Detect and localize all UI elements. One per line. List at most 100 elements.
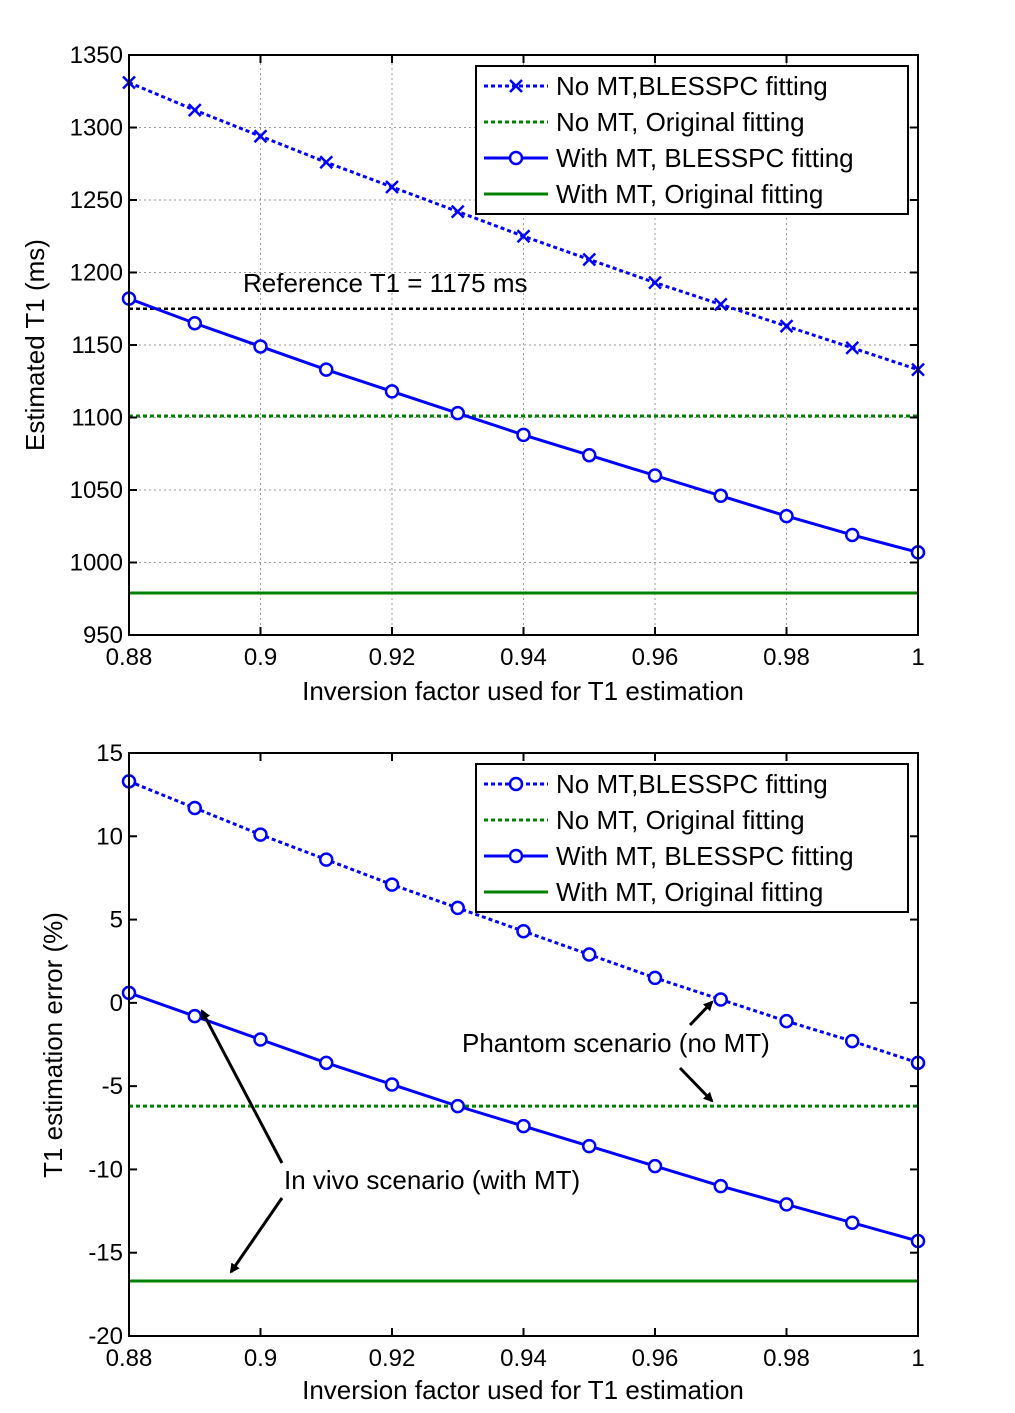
- chart-top: 0.88 0.9 0.92 0.94 0.96 0.98 1 950 1000 1050 1100…: [20, 42, 926, 706]
- data-point: [516, 1118, 531, 1134]
- data-point: [582, 947, 597, 962]
- x-tick-label: 0.88: [106, 644, 153, 671]
- tick-marks: [128, 54, 919, 636]
- series-layer: [121, 774, 926, 1283]
- data-point: [253, 339, 268, 354]
- data-point: [779, 319, 794, 334]
- legend-label: No MT,BLESSPC fitting: [556, 71, 828, 101]
- arrow-phantom-to-original: [678, 1066, 714, 1103]
- y-tick-label: 15: [96, 740, 123, 767]
- y-tick-label: -15: [88, 1240, 123, 1267]
- x-tick-label: 0.96: [632, 644, 679, 671]
- x-tick-labels: 0.88 0.9 0.92 0.94 0.96 0.98 1: [106, 644, 925, 671]
- x-tick-label: 0.94: [500, 1345, 547, 1372]
- data-point: [516, 427, 531, 443]
- x-tick-label: 0.98: [763, 644, 810, 671]
- data-point: [319, 1055, 334, 1071]
- data-point: [187, 1008, 202, 1024]
- data-point: [187, 316, 202, 331]
- y-tick-labels: -20 -15 -10 -5 0 5 10 15: [88, 740, 123, 1350]
- legend-marker: [508, 776, 524, 792]
- legend-label: No MT,BLESSPC fitting: [556, 769, 828, 799]
- arrow-invivo-to-blesspc: [200, 1009, 284, 1164]
- y-tick-label: 0: [110, 990, 123, 1017]
- annotation-in-vivo: In vivo scenario (with MT): [284, 1165, 580, 1195]
- legend-label: With MT, Original fitting: [556, 877, 823, 907]
- data-point: [516, 923, 531, 939]
- chart-bottom: 0.88 0.9 0.92 0.94 0.96 0.98 1 -20 -15 -10 -5 0 5 10…: [38, 740, 926, 1405]
- data-point: [713, 992, 728, 1007]
- x-tick-label: 0.96: [632, 1345, 679, 1372]
- data-point: [385, 180, 399, 194]
- y-tick-label: 1150: [71, 332, 123, 359]
- data-point: [779, 1013, 794, 1029]
- data-point: [713, 488, 728, 504]
- y-tick-label: 1000: [70, 550, 123, 577]
- data-point: [647, 970, 663, 986]
- data-point: [779, 1197, 794, 1212]
- y-tick-label: 1050: [70, 477, 123, 504]
- arrow-phantom-to-blesspc: [688, 1000, 714, 1027]
- data-point: [647, 468, 663, 483]
- series-0: [121, 774, 926, 1071]
- y-tick-label: 950: [83, 622, 123, 649]
- data-point: [319, 362, 334, 377]
- y-tick-label: 1200: [70, 260, 123, 287]
- data-point: [450, 204, 465, 219]
- data-point: [253, 129, 268, 144]
- x-tick-label: 0.92: [369, 1345, 416, 1372]
- y-tick-label: -20: [88, 1323, 123, 1350]
- arrow-invivo-to-original: [229, 1197, 284, 1274]
- x-tick-label: 0.98: [763, 1345, 810, 1372]
- y-tick-label: 1100: [71, 405, 123, 432]
- x-tick-label: 0.94: [500, 644, 547, 671]
- legend-marker: [508, 150, 524, 166]
- y-tick-label: 1300: [70, 115, 123, 142]
- data-point: [450, 405, 465, 421]
- y-axis-label: Estimated T1 (ms): [20, 239, 50, 451]
- data-point: [319, 852, 334, 867]
- data-point: [187, 800, 202, 816]
- reference-label: Reference T1 = 1175 ms: [243, 268, 527, 298]
- data-point: [648, 275, 662, 290]
- data-point: [845, 341, 860, 355]
- legend: No MT,BLESSPC fitting No MT, Original fit…: [475, 65, 909, 215]
- y-tick-label: 1250: [70, 187, 123, 214]
- data-point: [582, 252, 597, 267]
- data-point: [253, 827, 268, 842]
- data-point: [582, 447, 597, 463]
- data-point: [845, 527, 860, 543]
- y-tick-label: -5: [102, 1073, 123, 1100]
- data-point: [187, 103, 202, 117]
- legend-label: No MT, Original fitting: [556, 107, 805, 137]
- data-point: [582, 1138, 597, 1154]
- legend-box: [475, 763, 909, 913]
- x-tick-label: 0.9: [244, 1345, 277, 1372]
- legend-label: No MT, Original fitting: [556, 805, 805, 835]
- x-tick-label: 1: [911, 644, 924, 671]
- y-tick-labels: 950 1000 1050 1100 1150 1200 1250 1300 1350: [70, 42, 123, 649]
- series-layer: [121, 75, 926, 595]
- data-point: [713, 297, 728, 312]
- tick-marks: [128, 752, 919, 1337]
- data-point: [384, 384, 400, 399]
- data-point: [450, 900, 465, 916]
- x-tick-label: 0.9: [244, 644, 277, 671]
- x-tick-labels: 0.88 0.9 0.92 0.94 0.96 0.98 1: [106, 1345, 925, 1372]
- data-point: [450, 1098, 465, 1114]
- legend-label: With MT, BLESSPC fitting: [556, 143, 854, 173]
- data-point: [253, 1032, 268, 1047]
- legend-label: With MT, Original fitting: [556, 179, 823, 209]
- legend: No MT,BLESSPC fitting No MT, Original fit…: [475, 763, 909, 913]
- data-point: [384, 877, 400, 892]
- y-axis-label: T1 estimation error (%): [38, 912, 68, 1178]
- y-tick-label: -10: [88, 1156, 123, 1183]
- data-point: [845, 1033, 860, 1049]
- data-point: [779, 508, 794, 524]
- legend-box: [475, 65, 909, 215]
- legend-marker: [509, 79, 523, 93]
- data-point: [713, 1178, 728, 1194]
- y-tick-label: 10: [96, 823, 123, 850]
- annotations: Phantom scenario (no MT) In vivo scenari…: [200, 1000, 770, 1274]
